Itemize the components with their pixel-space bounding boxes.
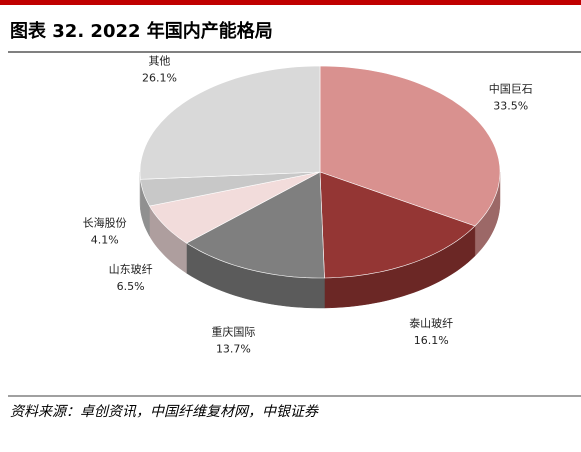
source: 资料来源：卓创资讯，中国纤维复材网，中银证券 — [10, 404, 319, 420]
value-label: 16.1% — [414, 334, 449, 347]
value-label: 6.5% — [117, 280, 145, 293]
category-label: 山东玻纤 — [109, 263, 153, 276]
chart-title: 图表 32. 2022 年国内产能格局 — [10, 20, 273, 42]
category-label: 其他 — [148, 54, 170, 67]
top-bar — [0, 0, 581, 5]
value-label: 13.7% — [216, 342, 251, 355]
category-label: 重庆国际 — [211, 324, 255, 338]
value-label: 4.1% — [91, 234, 119, 247]
value-label: 33.5% — [493, 99, 528, 112]
category-label: 中国巨石 — [489, 82, 533, 95]
category-label: 长海股份 — [83, 216, 127, 230]
pie — [140, 66, 500, 308]
category-label: 泰山玻纤 — [409, 316, 453, 330]
value-label: 26.1% — [142, 71, 177, 84]
